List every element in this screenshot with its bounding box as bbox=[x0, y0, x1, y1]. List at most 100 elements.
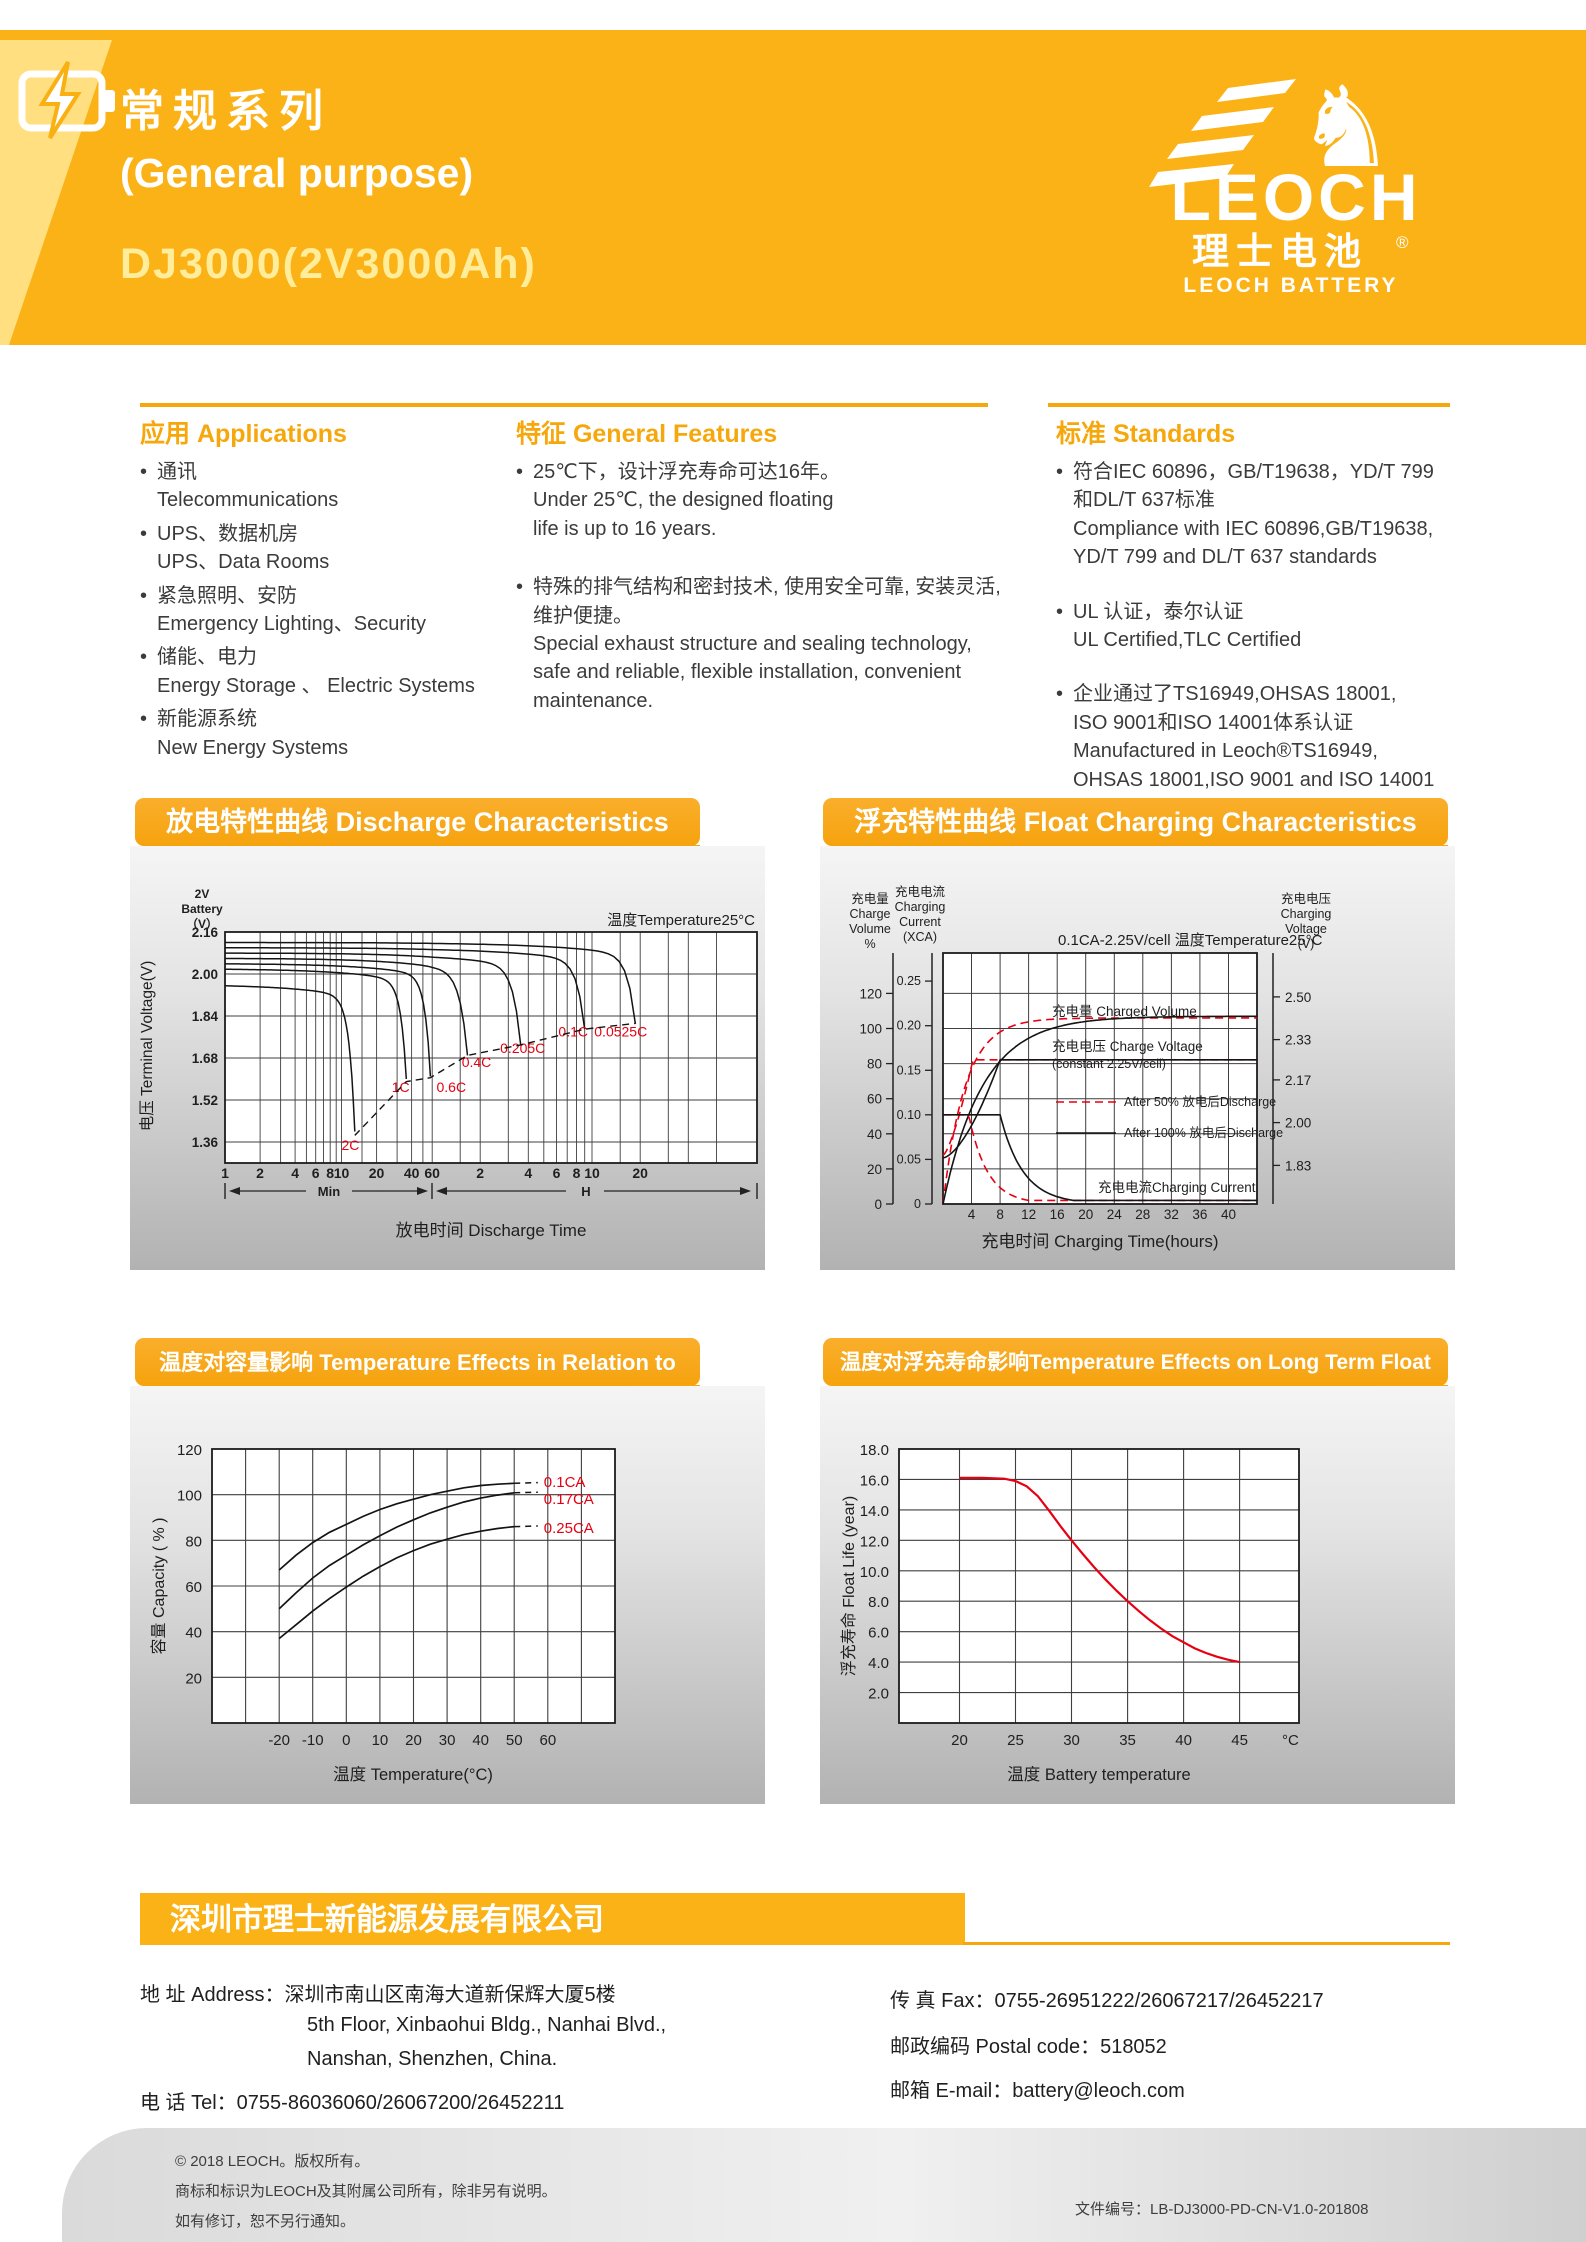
svg-text:%: % bbox=[864, 937, 875, 951]
svg-text:0.6C: 0.6C bbox=[436, 1079, 466, 1095]
float-life-chart-banner: 温度对浮充寿命影响Temperature Effects on Long Ter… bbox=[823, 1338, 1448, 1423]
svg-text:18.0: 18.0 bbox=[860, 1442, 889, 1459]
svg-text:-20: -20 bbox=[268, 1732, 290, 1749]
svg-text:40: 40 bbox=[867, 1127, 882, 1142]
svg-text:Current: Current bbox=[899, 915, 941, 929]
battery-lightning-icon bbox=[18, 60, 115, 140]
svg-text:H: H bbox=[581, 1184, 590, 1199]
postal-line: 邮政编码 Postal code：518052 bbox=[890, 2036, 1167, 2058]
svg-text:10.0: 10.0 bbox=[860, 1564, 889, 1581]
svg-text:2V: 2V bbox=[195, 887, 210, 901]
svg-text:充电电流: 充电电流 bbox=[895, 884, 946, 899]
svg-text:电压 Terminal Voltage(V): 电压 Terminal Voltage(V) bbox=[138, 961, 156, 1132]
svg-text:60: 60 bbox=[424, 1165, 440, 1181]
features-column: 25℃下，设计浮充寿命可达16年。Under 25℃, the designed… bbox=[516, 458, 1021, 745]
speed-lines-icon bbox=[1149, 79, 1296, 187]
svg-text:8: 8 bbox=[996, 1207, 1004, 1222]
svg-text:16: 16 bbox=[1050, 1207, 1065, 1222]
svg-text:2.50: 2.50 bbox=[1285, 990, 1311, 1005]
applications-heading: 应用 Applications bbox=[140, 420, 347, 448]
svg-text:40: 40 bbox=[404, 1165, 420, 1181]
horse-icon: ♞ bbox=[1296, 65, 1396, 190]
divider-rule-left bbox=[140, 403, 988, 407]
svg-text:2C: 2C bbox=[342, 1137, 360, 1153]
svg-text:0.0525C: 0.0525C bbox=[594, 1023, 647, 1039]
svg-text:2: 2 bbox=[476, 1165, 484, 1181]
svg-text:0.25CA: 0.25CA bbox=[544, 1520, 594, 1537]
svg-text:2.00: 2.00 bbox=[1285, 1116, 1311, 1131]
svg-text:（V）: （V） bbox=[186, 916, 218, 931]
address-line-en1: 5th Floor, Xinbaohui Bldg., Nanhai Blvd.… bbox=[307, 2014, 667, 2036]
svg-text:8.0: 8.0 bbox=[868, 1594, 889, 1611]
svg-text:0.10: 0.10 bbox=[897, 1108, 921, 1122]
divider-rule-right bbox=[1048, 403, 1450, 407]
svg-text:0.17CA: 0.17CA bbox=[544, 1491, 594, 1508]
svg-text:60: 60 bbox=[539, 1732, 556, 1749]
svg-text:0.05: 0.05 bbox=[897, 1152, 921, 1166]
svg-text:40: 40 bbox=[1221, 1207, 1236, 1222]
svg-text:80: 80 bbox=[185, 1533, 202, 1550]
svg-text:Min: Min bbox=[318, 1184, 340, 1199]
svg-text:40: 40 bbox=[185, 1625, 202, 1642]
svg-text:6: 6 bbox=[312, 1165, 320, 1181]
svg-text:After 100% 放电后Discharge: After 100% 放电后Discharge bbox=[1124, 1125, 1283, 1140]
logo-reg-mark: ® bbox=[1396, 233, 1409, 252]
svg-text:35: 35 bbox=[1119, 1732, 1136, 1749]
float-charging-chart: 120 100 80 60 40 20 0 0.25 0.20 0.15 0.10 0.05 0 2.50… bbox=[849, 884, 1331, 1251]
standards-heading: 标准 Standards bbox=[1056, 420, 1236, 448]
svg-text:1.36: 1.36 bbox=[192, 1135, 219, 1150]
svg-text:12: 12 bbox=[1021, 1207, 1036, 1222]
svg-text:0.1CA-2.25V/cell 温度Temperatu: 0.1CA-2.25V/cell 温度Temperature25°C bbox=[1058, 932, 1323, 949]
list-item: 特殊的排气结构和密封技术, 使用安全可靠, 安装灵活,维护便捷。Special … bbox=[516, 573, 1021, 715]
svg-text:20: 20 bbox=[951, 1732, 968, 1749]
svg-text:120: 120 bbox=[859, 986, 882, 1001]
svg-text:Voltage: Voltage bbox=[1285, 922, 1327, 936]
discharge-chart-panel: 2.16 2.00 1.84 1.68 1.52 1.36 2C 1C 0.6C 0.4C 0.20… bbox=[130, 846, 765, 1270]
leoch-logo: ♞ LEOCH 理士电池 ® LEOCH BATTERY bbox=[1149, 65, 1418, 297]
svg-text:45: 45 bbox=[1231, 1732, 1248, 1749]
svg-text:0: 0 bbox=[874, 1197, 882, 1212]
svg-text:50: 50 bbox=[506, 1732, 523, 1749]
email-line: 邮箱 E-mail：battery@leoch.com bbox=[890, 2080, 1185, 2102]
svg-text:0: 0 bbox=[342, 1732, 350, 1749]
svg-text:充电电压 Charge Voltage: 充电电压 Charge Voltage bbox=[1052, 1039, 1203, 1054]
svg-text:(constant 2.25V/cell): (constant 2.25V/cell) bbox=[1052, 1057, 1166, 1071]
svg-text:1.68: 1.68 bbox=[192, 1051, 219, 1066]
svg-text:容量 Capacity ( % ): 容量 Capacity ( % ) bbox=[150, 1518, 168, 1655]
svg-text:(V): (V) bbox=[1298, 937, 1315, 951]
svg-text:10: 10 bbox=[584, 1165, 600, 1181]
svg-text:1.52: 1.52 bbox=[192, 1093, 218, 1108]
svg-text:Charge: Charge bbox=[850, 907, 891, 921]
svg-text:6: 6 bbox=[553, 1165, 561, 1181]
svg-text:0.15: 0.15 bbox=[897, 1063, 921, 1077]
svg-text:After 50% 放电后Discharge: After 50% 放电后Discharge bbox=[1124, 1094, 1276, 1109]
svg-text:100: 100 bbox=[859, 1021, 882, 1036]
company-banner: 深圳市理士新能源发展有限公司 bbox=[140, 1893, 965, 1945]
svg-text:40: 40 bbox=[1175, 1732, 1192, 1749]
svg-text:Volume: Volume bbox=[849, 922, 891, 936]
svg-text:Battery: Battery bbox=[181, 902, 223, 916]
svg-text:80: 80 bbox=[867, 1057, 882, 1072]
svg-text:2.0: 2.0 bbox=[868, 1686, 889, 1703]
svg-text:充电量 Charged Volume: 充电量 Charged Volume bbox=[1052, 1004, 1197, 1019]
logo-sub: LEOCH BATTERY bbox=[1183, 274, 1398, 297]
svg-text:浮充寿命 Float Life (year): 浮充寿命 Float Life (year) bbox=[840, 1496, 858, 1677]
svg-text:充电量: 充电量 bbox=[851, 891, 889, 906]
svg-text:0.4C: 0.4C bbox=[462, 1054, 492, 1070]
address-line-en2: Nanshan, Shenzhen, China. bbox=[307, 2048, 558, 2070]
svg-text:0: 0 bbox=[914, 1197, 921, 1211]
svg-text:-10: -10 bbox=[302, 1732, 324, 1749]
svg-text:(XCA): (XCA) bbox=[903, 930, 937, 944]
series-title-cn: 常规系列 bbox=[120, 87, 332, 136]
svg-text:2.33: 2.33 bbox=[1285, 1033, 1311, 1048]
temp-capacity-chart-panel: 120 100 80 60 40 20 -20 -10 0 10 20 30 40 50 60 0.1CA 0.… bbox=[130, 1386, 765, 1804]
svg-text:2: 2 bbox=[256, 1165, 264, 1181]
svg-text:20: 20 bbox=[185, 1670, 202, 1687]
float-life-chart: 18.0 16.0 14.0 12.0 10.0 8.0 6.0 4.0 2.0 20 25 30 35… bbox=[840, 1442, 1300, 1784]
svg-text:20: 20 bbox=[369, 1165, 385, 1181]
tel-line: 电 话 Tel：0755-86036060/26067200/26452211 bbox=[140, 2092, 565, 2114]
svg-text:32: 32 bbox=[1164, 1207, 1179, 1222]
